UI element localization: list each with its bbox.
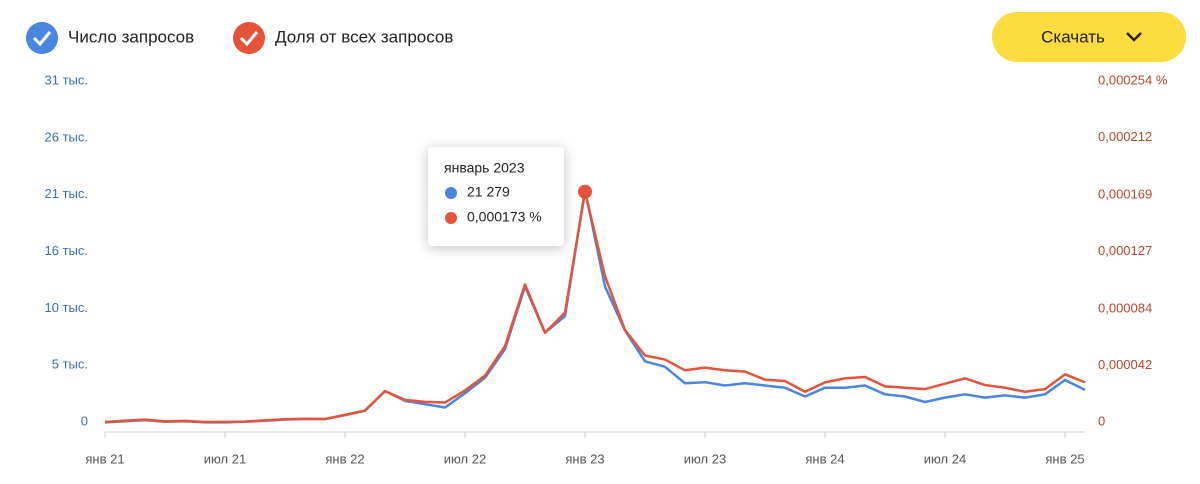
- tooltip-value: 0,000173 %: [467, 209, 542, 225]
- tooltip-title: январь 2023: [444, 160, 525, 176]
- x-tick-label: янв 24: [805, 451, 844, 466]
- x-tick-label: янв 22: [325, 451, 364, 466]
- highlight-point: [578, 184, 592, 199]
- y2-tick-label: 0,000084: [1098, 301, 1152, 316]
- legend-label: Число запросов: [68, 27, 194, 46]
- y2-tick-label: 0,000212: [1098, 129, 1152, 144]
- y2-tick-label: 0: [1098, 413, 1105, 428]
- tooltip-dot: [445, 212, 457, 224]
- y2-tick-label: 0,000254 %: [1098, 72, 1168, 87]
- y-tick-label: 16 тыс.: [45, 243, 88, 258]
- y-tick-label: 0: [81, 413, 88, 428]
- plot: 0 5 тыс. 10 тыс. 16 тыс. 21 тыс. 26 тыс. 31 ты…: [45, 72, 1168, 466]
- legend-item[interactable]: Доля от всех запросов: [233, 22, 453, 54]
- x-tick-label: янв 23: [565, 451, 604, 466]
- tooltip-box: [428, 147, 564, 246]
- x-tick-label: июл 21: [204, 451, 246, 466]
- legend: Число запросов Доля от всех запросов: [26, 22, 453, 54]
- legend-check[interactable]: [233, 22, 265, 54]
- tooltip-value: 21 279: [467, 184, 510, 200]
- button-bg[interactable]: [992, 12, 1186, 62]
- y-tick-label: 5 тыс.: [52, 357, 88, 372]
- y-tick-label: 31 тыс.: [45, 72, 88, 87]
- tooltip: январь 2023 21 279 0,000173 %: [428, 147, 564, 246]
- y-tick-label: 10 тыс.: [45, 300, 88, 315]
- legend-item[interactable]: Число запросов: [26, 22, 194, 54]
- button-label[interactable]: Скачать: [1041, 27, 1105, 46]
- legend-label: Доля от всех запросов: [275, 27, 453, 46]
- check-icon: [239, 31, 259, 47]
- x-tick-label: июл 23: [684, 451, 726, 466]
- chevron: [1126, 32, 1142, 42]
- series-line: [104, 190, 1086, 424]
- y2-tick-label: 0,000042: [1098, 357, 1152, 372]
- y-tick-label: 21 тыс.: [45, 186, 88, 201]
- x-tick-label: июл 22: [444, 451, 486, 466]
- x-tick-label: июл 24: [924, 451, 966, 466]
- tooltip-dot: [445, 187, 457, 199]
- y2-tick-label: 0,000127: [1098, 243, 1152, 258]
- y-tick-label: 26 тыс.: [45, 129, 88, 144]
- check-icon: [32, 31, 52, 47]
- y2-tick-label: 0,000169: [1098, 187, 1152, 202]
- x-tick-label: янв 25: [1045, 451, 1084, 466]
- x-tick-label: янв 21: [85, 451, 124, 466]
- legend-check[interactable]: [26, 22, 58, 54]
- download-button[interactable]: Скачать: [992, 12, 1186, 62]
